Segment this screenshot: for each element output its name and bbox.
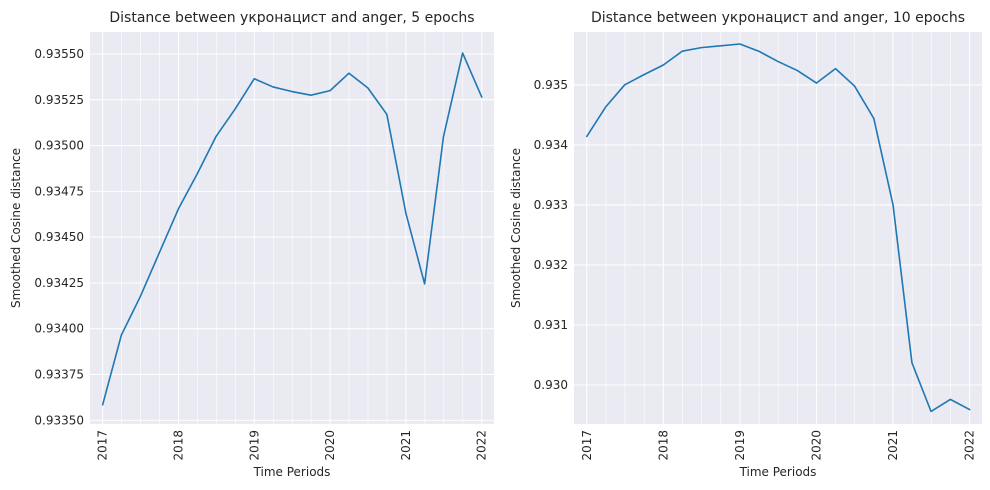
gridlines: [90, 32, 494, 424]
x-tick-label: 2018: [171, 430, 185, 461]
y-tick-label: 0.931: [534, 318, 568, 332]
x-tick-label: 2018: [656, 430, 670, 461]
series-line: [585, 43, 971, 413]
x-tick-labels: 2017 2018 2019 2020 2021 2022: [580, 430, 977, 461]
gridlines: [574, 32, 982, 424]
x-axis-label: Time Periods: [739, 465, 817, 479]
x-axis-label: Time Periods: [253, 465, 331, 479]
y-tick-label: 0.932: [534, 258, 568, 272]
x-tick-label: 2022: [475, 430, 489, 461]
x-tick-label: 2019: [733, 430, 747, 461]
y-tick-label: 0.93475: [34, 184, 84, 198]
chart-title: Distance between укронацист and anger, 1…: [591, 10, 965, 26]
y-tick-labels: 0.93350 0.93375 0.93400 0.93425 0.93450 0.934…: [34, 47, 84, 427]
x-tick-label: 2021: [399, 430, 413, 461]
x-tick-label: 2022: [963, 430, 977, 461]
x-tick-label: 2021: [886, 430, 900, 461]
y-axis-label: Smoothed Cosine distance: [9, 148, 23, 308]
y-tick-label: 0.935: [534, 78, 568, 92]
y-tick-label: 0.93500: [34, 139, 84, 153]
y-tick-label: 0.93425: [34, 276, 84, 290]
chart-5-epochs: 0.93350 0.93375 0.93400 0.93425 0.93450 0.934…: [9, 10, 494, 479]
y-tick-label: 0.93400: [34, 322, 84, 336]
x-tick-label: 2019: [247, 430, 261, 461]
x-tick-label: 2017: [580, 430, 594, 461]
y-tick-label: 0.93550: [34, 47, 84, 61]
y-tick-label: 0.93350: [34, 413, 84, 427]
chart-title: Distance between укронацист and anger, 5…: [109, 10, 474, 26]
y-tick-label: 0.930: [534, 378, 568, 392]
x-tick-label: 2020: [323, 430, 337, 461]
y-tick-label: 0.934: [534, 138, 568, 152]
y-tick-label: 0.93375: [34, 368, 84, 382]
y-tick-labels: 0.930 0.931 0.932 0.933 0.934 0.935: [534, 78, 568, 392]
y-tick-label: 0.933: [534, 198, 568, 212]
y-tick-label: 0.93525: [34, 93, 84, 107]
y-tick-label: 0.93450: [34, 230, 84, 244]
x-tick-labels: 2017 2018 2019 2020 2021 2022: [96, 430, 489, 461]
x-tick-label: 2020: [809, 430, 823, 461]
series-line: [101, 52, 483, 406]
x-tick-label: 2017: [96, 430, 110, 461]
y-axis-label: Smoothed Cosine distance: [509, 148, 523, 308]
